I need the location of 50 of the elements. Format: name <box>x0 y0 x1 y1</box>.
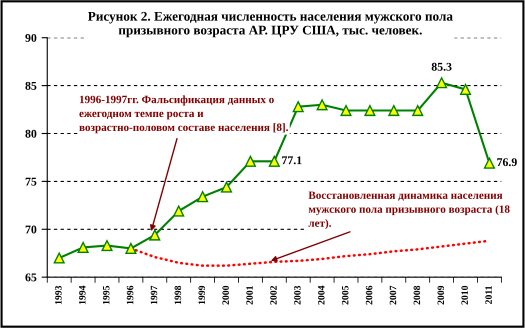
point <box>460 84 472 95</box>
x-tick-label: 1996 <box>126 286 134 304</box>
x-tick-label: 2004 <box>318 286 325 305</box>
y-tick-label: 85 <box>25 82 36 90</box>
y-tick-label: 90 <box>25 34 36 42</box>
x-tick-label: 1994 <box>79 286 86 304</box>
point <box>412 104 424 116</box>
point <box>78 242 89 254</box>
point <box>220 182 232 193</box>
x-tick-label: 1995 <box>102 286 110 304</box>
y-tick-label: 80 <box>25 130 36 138</box>
point <box>316 99 328 110</box>
data-label: 85.3 <box>432 62 452 71</box>
data-label: 77.1 <box>282 156 302 164</box>
x-tick-label: 2005 <box>342 286 348 305</box>
x-tick-label: 1999 <box>198 286 206 304</box>
data-label: 76.9 <box>497 158 517 166</box>
x-tick-label: 2009 <box>437 286 444 305</box>
x-tick-label: 2001 <box>246 286 253 305</box>
x-tick-label: 2010 <box>461 286 468 305</box>
point <box>340 104 352 116</box>
point <box>197 191 208 202</box>
point <box>388 104 400 116</box>
x-tick-label: 1998 <box>174 286 182 304</box>
point <box>149 229 160 241</box>
point <box>436 77 448 88</box>
x-tick-label: 2007 <box>390 286 396 305</box>
annotation: 1996-1997гг. Фальсификация данных о ежегодном темпе роста и возрастно-половом составе населения [8]. <box>79 95 288 134</box>
x-tick-label: 1997 <box>150 286 158 304</box>
y-tick-label: 75 <box>26 178 36 186</box>
point <box>484 158 495 169</box>
point <box>101 240 113 252</box>
annotation: Восстановленная динамика населения мужского пола призывного возраста (18 лет). <box>308 192 510 230</box>
chart-title: Рисунок 2. Ежегодная численность населения мужского пола призывного возраста АР. ЦРУ США, тыс. человек. <box>88 12 453 38</box>
point <box>125 242 136 254</box>
point <box>268 156 280 167</box>
x-tick-label: 2008 <box>414 286 420 305</box>
point <box>292 101 304 112</box>
point <box>173 206 184 217</box>
x-tick-label: 2003 <box>294 286 301 305</box>
x-tick-label: 1993 <box>55 286 62 304</box>
x-tick-label: 2002 <box>270 286 277 305</box>
x-tick-label: 2011 <box>485 286 492 304</box>
x-tick-label: 2000 <box>222 286 229 305</box>
x-tick-label: 2006 <box>366 286 372 305</box>
point <box>364 104 376 116</box>
y-tick-label: 70 <box>26 226 36 234</box>
point <box>54 252 65 264</box>
y-tick-label: 65 <box>25 273 36 282</box>
point <box>244 156 256 167</box>
